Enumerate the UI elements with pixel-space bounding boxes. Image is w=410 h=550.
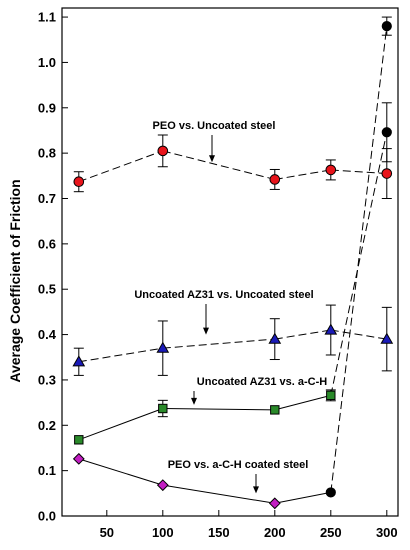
series-line-segment — [330, 132, 388, 396]
data-point — [380, 332, 394, 344]
annotation-label: PEO vs. a-C-H coated steel — [168, 459, 309, 471]
data-point — [269, 174, 281, 185]
data-point — [381, 127, 392, 138]
series-line-segment — [162, 408, 275, 411]
y-tick-label: 0.6 — [38, 236, 56, 251]
y-tick-label: 1.0 — [38, 55, 56, 70]
series-line-segment — [330, 169, 387, 175]
y-tick-label: 1.1 — [38, 10, 56, 25]
data-point — [325, 164, 337, 176]
x-tick-label: 150 — [208, 525, 230, 540]
data-point — [325, 487, 336, 498]
y-tick-label: 0.9 — [38, 100, 56, 115]
series-line-segment — [274, 394, 331, 411]
data-point — [270, 405, 280, 415]
data-point — [72, 452, 85, 465]
data-point — [156, 479, 169, 492]
series-line-segment — [78, 150, 163, 183]
x-tick-label: 200 — [264, 525, 286, 540]
annotation-label: Uncoated AZ31 vs. Uncoated steel — [134, 289, 313, 301]
series-line-segment — [330, 329, 387, 340]
data-point — [158, 403, 168, 414]
data-point — [326, 390, 336, 401]
series-line-segment — [162, 150, 275, 180]
x-tick-label: 250 — [320, 525, 342, 540]
annotations: PEO vs. Uncoated steel Uncoated AZ31 vs. … — [134, 120, 327, 494]
data-point — [268, 497, 281, 510]
data-point — [381, 168, 393, 179]
y-axis-label: Average Coefficient of Friction — [7, 179, 23, 382]
series-line-segment — [274, 169, 331, 180]
series-line-segment — [78, 347, 163, 363]
series-line-segment — [162, 338, 275, 349]
y-tick-label: 0.8 — [38, 146, 56, 161]
data-point — [324, 323, 338, 335]
data-point — [74, 435, 84, 445]
series-line-segment — [330, 26, 388, 493]
arrow-head — [191, 397, 197, 405]
y-tick-label: 0.0 — [38, 509, 56, 524]
arrow-head — [203, 327, 209, 335]
error-bars — [73, 16, 392, 418]
data-point — [72, 355, 86, 367]
x-tick-label: 100 — [152, 525, 174, 540]
x-tick-label: 300 — [376, 525, 398, 540]
arrow-head — [253, 486, 259, 494]
data-point — [156, 341, 170, 353]
data-point — [268, 332, 282, 344]
plot-frame — [61, 7, 399, 517]
y-tick-label: 0.7 — [38, 191, 56, 206]
series-lines — [78, 26, 388, 504]
series-line-segment — [78, 458, 163, 486]
arrow-head — [209, 155, 215, 163]
y-tick-label: 0.2 — [38, 418, 56, 433]
y-tick-label: 0.1 — [38, 463, 56, 478]
axes: 0.0 0.1 0.2 0.3 0.4 0.5 0.6 0.7 0.8 0.9 1.0 1.1 50 10… — [38, 7, 399, 540]
y-tick-label: 0.3 — [38, 372, 56, 387]
y-tick-label: 0.4 — [38, 327, 57, 342]
data-point — [381, 21, 392, 32]
series-line-segment — [274, 329, 331, 340]
series-line-segment — [78, 408, 163, 441]
series-line-segment — [162, 484, 275, 504]
data-markers — [72, 21, 394, 510]
data-point — [73, 176, 85, 188]
y-tick-label: 0.5 — [38, 282, 56, 297]
annotation-label: Uncoated AZ31 vs. a-C-H — [197, 376, 327, 388]
annotation-label: PEO vs. Uncoated steel — [153, 120, 276, 132]
series-line-segment — [274, 491, 331, 504]
data-point — [157, 145, 169, 157]
x-tick-label: 50 — [100, 525, 114, 540]
